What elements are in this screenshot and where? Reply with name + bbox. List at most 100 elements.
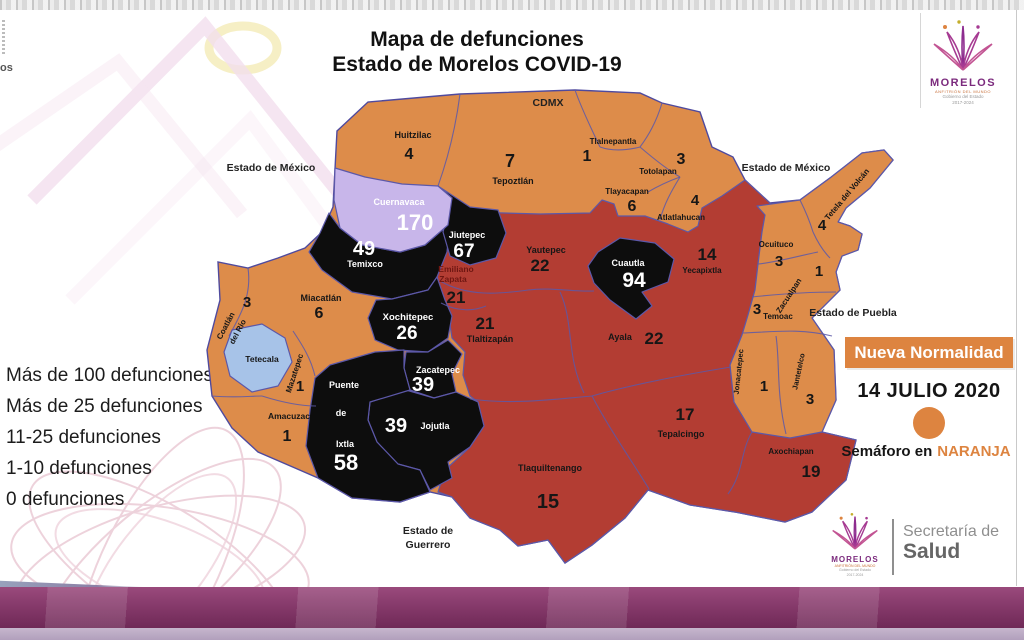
label-huitzilac: Huitzilac (394, 130, 431, 140)
left-edge-text-fragment: os (0, 62, 13, 74)
morelos-logo-bottom-years: 2017-2024 (846, 572, 864, 577)
salud-label: Salud (903, 540, 961, 563)
value-emiliano-zapata: 21 (447, 288, 466, 307)
top-gray-band (0, 0, 1024, 10)
label-yecapixtla: Yecapixtla (682, 266, 722, 275)
value-amacuzac: 1 (283, 428, 292, 445)
label-ayala: Ayala (608, 332, 633, 342)
value-puente-de-ixtla: 58 (334, 450, 358, 475)
morelos-flower-icon (933, 20, 993, 71)
slide-right-border (1016, 10, 1017, 586)
label-xochitepec: Xochitepec (383, 312, 434, 323)
region-tetecala (223, 323, 293, 393)
semaforo-status: Semáforo en NARANJA (826, 443, 1024, 460)
morelos-logo-bottom: MORELOS ANFITRIÓN DEL MUNDO Gobierno del… (824, 512, 886, 577)
value-ocuituco: 3 (775, 253, 783, 270)
label-temixco: Temixco (347, 259, 383, 269)
label-cuautla: Cuautla (611, 258, 645, 268)
label-edomex-west: Estado de México (227, 162, 316, 174)
morelos-logo-bottom-tagline: ANFITRIÓN DEL MUNDO (834, 564, 876, 568)
region-xochitepec (367, 276, 453, 353)
value-tetela-del-volcan: 4 (818, 217, 827, 234)
value-mazatepec: 1 (296, 378, 304, 395)
footer-lavender-strip (0, 628, 1024, 640)
label-edomex-east: Estado de México (742, 162, 831, 174)
legend-item-mas-100: Más de 100 defunciones (6, 365, 214, 386)
label-zacatepec: Zacatepec (416, 365, 460, 375)
label-tepalcingo: Tepalcingo (658, 429, 705, 439)
morelos-logo-gov: Gobierno del Estado (942, 94, 984, 99)
morelos-logo-years: 2017-2024 (952, 99, 974, 105)
value-cuautla: 94 (622, 269, 646, 292)
value-zacatepec: 39 (412, 374, 434, 396)
label-puente-2: de (336, 408, 347, 418)
value-tlayacapan: 6 (628, 198, 637, 215)
value-tepoztlan: 7 (505, 151, 515, 171)
footer-purple-band (0, 587, 1024, 628)
value-miacatlan: 6 (315, 305, 324, 322)
label-puebla: Estado de Puebla (809, 307, 897, 319)
top-logo-divider-line (920, 13, 921, 108)
morelos-logo-tagline: ANFITRIÓN DEL MUNDO (934, 89, 992, 94)
region-cuernavaca (333, 167, 453, 253)
semaforo-value: NARANJA (937, 443, 1011, 460)
label-temoac: Temoac (763, 312, 793, 321)
page-title: Mapa de defunciones Estado de Morelos CO… (277, 28, 677, 78)
left-edge-microtext (2, 20, 5, 56)
neighbor-labels: CDMX Estado de México Estado de México E… (227, 97, 897, 551)
label-cuernavaca: Cuernavaca (373, 197, 425, 207)
morelos-logo-bottom-name: MORELOS (831, 555, 879, 564)
label-ocuituco: Ocuituco (759, 240, 794, 249)
value-jojutla: 39 (385, 415, 407, 437)
value-temixco: 49 (353, 238, 375, 260)
label-tlaquiltenango: Tlaquiltenango (518, 463, 583, 473)
value-xochitepec: 26 (396, 323, 417, 344)
value-jiutepec: 67 (453, 241, 474, 262)
label-emiliano-zapata-2: Zapata (439, 274, 467, 284)
label-jojutla: Jojutla (420, 421, 450, 431)
value-temoac: 3 (753, 301, 761, 318)
label-yautepec: Yautepec (526, 245, 566, 255)
internal-borders (211, 89, 837, 495)
label-tepoztlan: Tepoztlán (492, 176, 533, 186)
label-tlaltizapan: Tlaltizapán (467, 334, 514, 344)
legend-item-0: 0 defunciones (6, 489, 125, 510)
title-line-2: Estado de Morelos COVID-19 (332, 52, 622, 76)
label-miacatlan: Miacatlán (300, 293, 341, 303)
region-cuautla (587, 237, 675, 320)
legend-item-11-25: 11-25 defunciones (6, 427, 161, 448)
morelos-logo-top: MORELOS ANFITRIÓN DEL MUNDO Gobierno del… (926, 18, 1000, 106)
morelos-logo-bottom-gov: Gobierno del Estado (839, 568, 871, 572)
value-atlatlahucan: 4 (691, 192, 700, 209)
value-jantetelco: 3 (806, 391, 814, 408)
value-axochiapan: 19 (802, 462, 821, 481)
secretaria-de-label: Secretaría de (903, 523, 1000, 540)
date-label: 14 JULIO 2020 (857, 380, 1001, 402)
morelos-flower-icon-small (832, 513, 878, 550)
title-line-1: Mapa de defunciones (370, 28, 584, 51)
value-tlaltizapan: 21 (476, 314, 495, 333)
label-totolapan: Totolapan (639, 167, 677, 176)
label-axochiapan: Axochiapan (768, 447, 813, 456)
value-jonacatepec: 1 (760, 378, 768, 395)
legend: Más de 100 defunciones Más de 25 defunci… (6, 360, 213, 515)
value-tlaquiltenango: 15 (537, 491, 559, 513)
label-guerrero-1: Estado de (403, 525, 453, 537)
value-ayala: 22 (645, 329, 664, 348)
region-puente-de-ixtla (305, 349, 431, 503)
value-cuernavaca: 170 (397, 210, 434, 235)
region-east-orange-strip (729, 149, 894, 439)
salud-logo-divider (892, 519, 894, 575)
label-cdmx: CDMX (533, 97, 564, 109)
label-jiutepec: Jiutepec (449, 230, 486, 240)
value-huitzilac: 4 (405, 146, 414, 163)
nueva-normalidad-banner: Nueva Normalidad (845, 337, 1013, 368)
legend-item-1-10: 1-10 defunciones (6, 458, 152, 479)
legend-item-mas-25: Más de 25 defunciones (6, 396, 203, 417)
value-coatlan: 3 (243, 294, 251, 311)
label-puente-1: Puente (329, 380, 359, 390)
orange-semaforo-circle (913, 407, 945, 439)
label-amacuzac: Amacuzac (268, 411, 310, 421)
